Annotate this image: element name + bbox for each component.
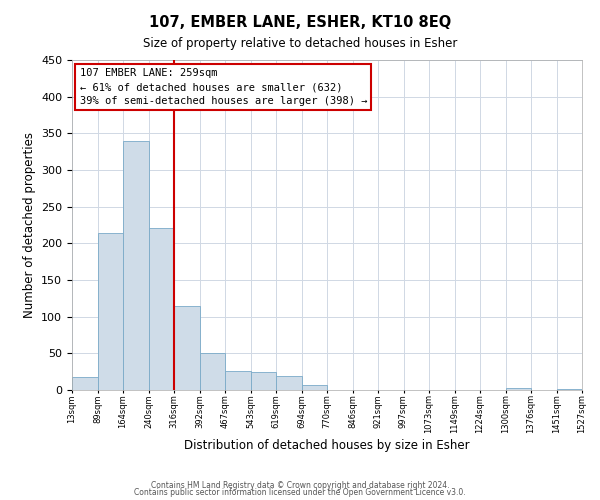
Bar (251, 372, 276, 390)
Bar (123, 140, 149, 390)
Text: 107 EMBER LANE: 259sqm
← 61% of detached houses are smaller (632)
39% of semi-de: 107 EMBER LANE: 259sqm ← 61% of detached… (80, 68, 367, 106)
Bar (302, 385, 327, 390)
Bar (505, 388, 531, 390)
Bar (174, 306, 199, 390)
Bar (199, 352, 225, 390)
Bar (557, 388, 582, 390)
Y-axis label: Number of detached properties: Number of detached properties (23, 132, 35, 318)
X-axis label: Distribution of detached houses by size in Esher: Distribution of detached houses by size … (184, 439, 470, 452)
Text: Contains public sector information licensed under the Open Government Licence v3: Contains public sector information licen… (134, 488, 466, 497)
Bar (97, 233, 123, 390)
Bar (276, 376, 302, 390)
Text: Size of property relative to detached houses in Esher: Size of property relative to detached ho… (143, 38, 457, 51)
Text: 107, EMBER LANE, ESHER, KT10 8EQ: 107, EMBER LANE, ESHER, KT10 8EQ (149, 15, 451, 30)
Bar (225, 371, 251, 390)
Bar (72, 377, 97, 390)
Text: Contains HM Land Registry data © Crown copyright and database right 2024.: Contains HM Land Registry data © Crown c… (151, 480, 449, 490)
Bar (149, 228, 174, 390)
